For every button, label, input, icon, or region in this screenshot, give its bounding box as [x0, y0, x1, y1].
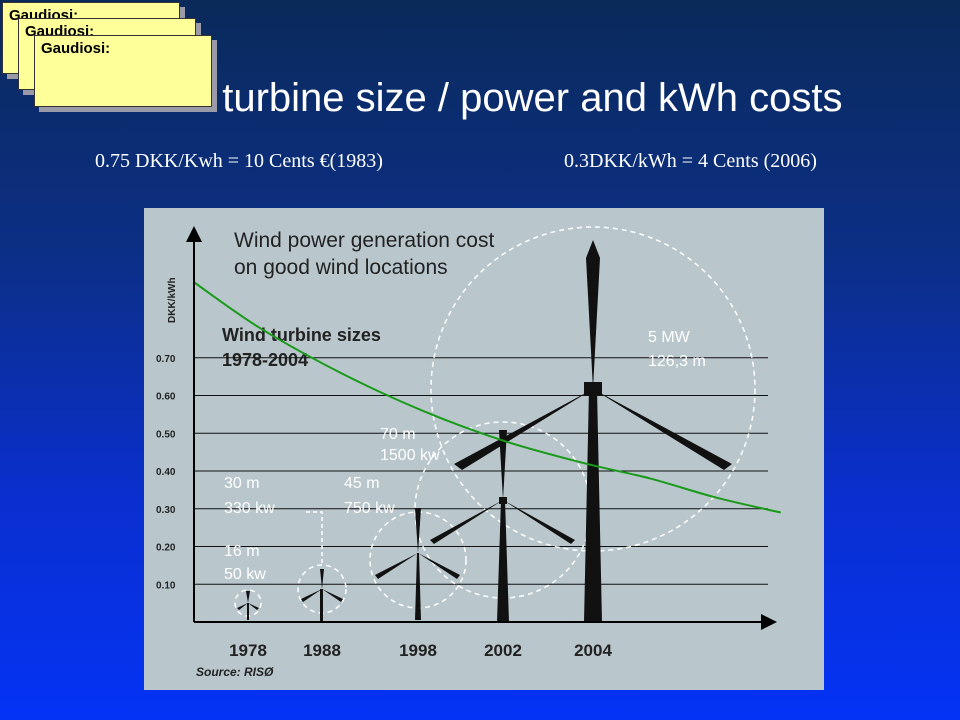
chart-title-line-2: on good wind locations: [234, 256, 448, 279]
x-tick-label: 1998: [399, 641, 437, 660]
label-1988-line-1: 30 m: [224, 475, 260, 492]
turbine-2002: [430, 430, 575, 622]
cost-2006-label: 0.3DKK/kWh = 4 Cents (2006): [564, 150, 817, 172]
section-title-line-2: 1978-2004: [222, 350, 308, 370]
label-2002-line-2: 1500 kw: [380, 447, 440, 464]
turbine-extent-circles: [234, 226, 756, 617]
label-1998-line-1: 45 m: [344, 475, 380, 492]
source-note: Source: RISØ: [196, 665, 274, 679]
turbine-1978: [237, 591, 259, 620]
y-tick-label: 0.30: [156, 505, 176, 516]
label-1998-line-2: 750 kw: [344, 500, 395, 517]
comment-note-3[interactable]: Gaudiosi:: [34, 35, 212, 107]
cost-chart: Wind power generation cost on good wind …: [156, 226, 782, 679]
y-axis-label: DKK/kWh: [167, 277, 178, 323]
label-2004-line-1: 5 MW: [648, 329, 691, 346]
label-1978-line-2: 50 kw: [224, 566, 266, 583]
x-tick-label: 1978: [229, 641, 267, 660]
y-tick-label: 0.60: [156, 392, 176, 403]
section-title-line-1: Wind turbine sizes: [222, 325, 381, 345]
cost-1983-label: 0.75 DKK/Kwh = 10 Cents €(1983): [95, 150, 383, 172]
cost-curve: [193, 281, 782, 514]
y-tick-label: 0.50: [156, 429, 176, 440]
x-tick-label: 2002: [484, 641, 522, 660]
label-1978-line-1: 16 m: [224, 543, 260, 560]
turbine-1988: [301, 569, 343, 622]
x-ticks: 1978 1988 1998 2002 2004: [229, 641, 612, 660]
turbines: [237, 240, 732, 622]
y-ticks: 0.10 0.20 0.30 0.40 0.50 0.60 0.70: [156, 354, 176, 592]
chart-panel: Wind power generation cost on good wind …: [144, 208, 824, 690]
label-1988-line-2: 330 kw: [224, 500, 275, 517]
slide-title: Wind turbine size / power and kWh costs: [120, 76, 940, 121]
comment-author: Gaudiosi:: [41, 40, 111, 57]
slide-title-text: Wind turbine size / power and kWh costs: [120, 76, 843, 120]
turbine-2004: [454, 240, 732, 622]
y-tick-label: 0.70: [156, 354, 176, 365]
y-tick-label: 0.40: [156, 467, 176, 478]
marker-1988: [306, 511, 323, 566]
turbine-1998: [375, 508, 460, 620]
y-tick-label: 0.20: [156, 543, 176, 554]
turbine-labels: 16 m 50 kw 30 m 330 kw 45 m 750 kw 70 m …: [224, 329, 706, 583]
chart-title-line-1: Wind power generation cost: [234, 229, 494, 252]
y-tick-label: 0.10: [156, 580, 176, 591]
grid-lines: [194, 357, 768, 585]
x-tick-label: 1988: [303, 641, 341, 660]
x-tick-label: 2004: [574, 641, 612, 660]
label-2002-line-1: 70 m: [380, 426, 416, 443]
label-2004-line-2: 126,3 m: [648, 353, 706, 370]
